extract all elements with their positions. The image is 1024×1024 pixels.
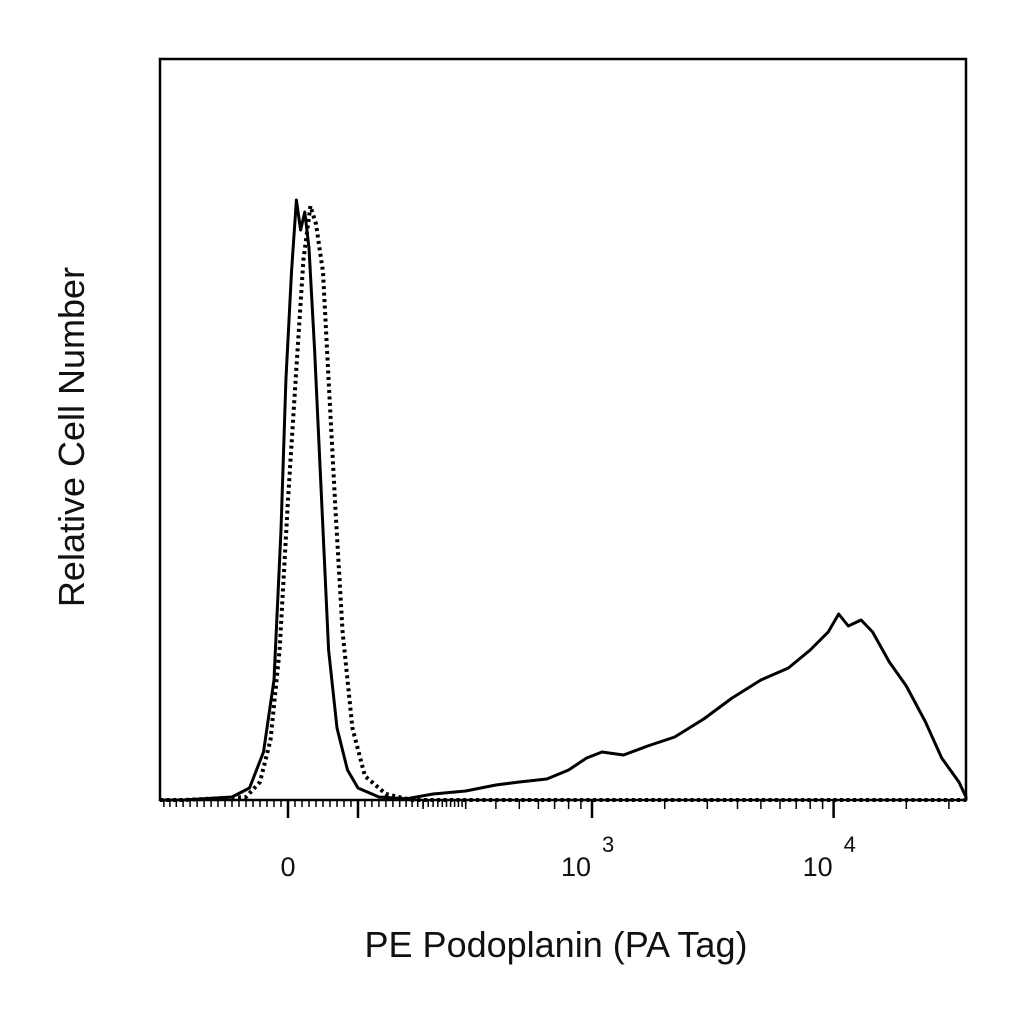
x-axis-title: PE Podoplanin (PA Tag) [365, 924, 748, 965]
x-tick-label: 10 [803, 852, 833, 882]
plot-frame [158, 57, 968, 802]
x-axis-ticks [163, 800, 950, 818]
series-layer [160, 198, 968, 802]
x-tick-label: 0 [280, 852, 295, 882]
x-tick-label-exponent: 4 [844, 832, 856, 857]
x-tick-label-exponent: 3 [602, 832, 614, 857]
x-axis-tick-labels: 0103104105 [280, 832, 856, 882]
histogram-series-1-solid [160, 198, 968, 802]
y-axis-title: Relative Cell Number [51, 267, 92, 607]
x-tick-label: 10 [561, 852, 591, 882]
